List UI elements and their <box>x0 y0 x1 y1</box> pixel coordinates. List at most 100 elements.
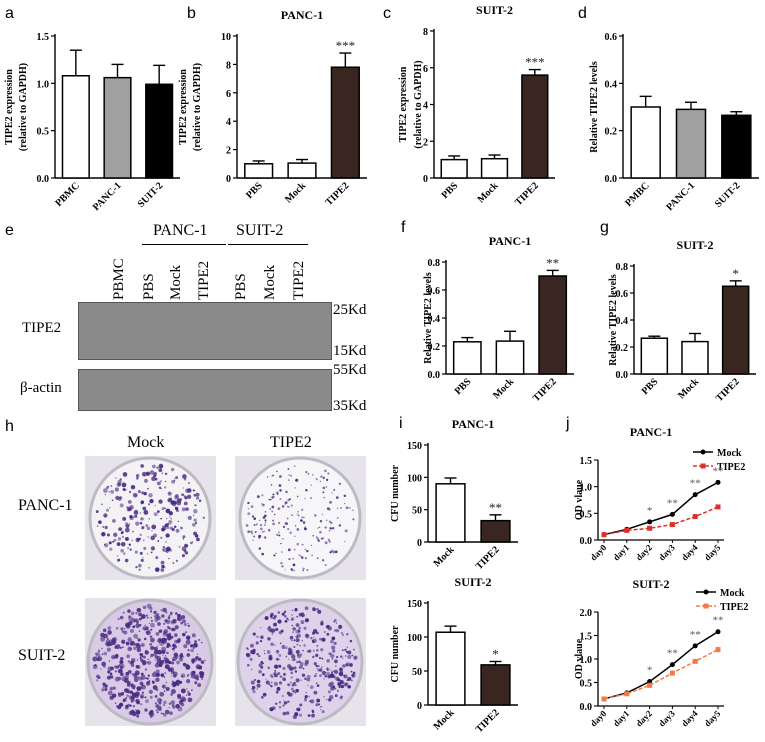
bar <box>721 285 750 375</box>
data-point <box>715 629 721 635</box>
y-tick-label: 150 <box>407 599 422 610</box>
x-tick-label: day4 <box>679 542 700 563</box>
legend-marker <box>703 589 709 595</box>
y-tick-label: 0.5 <box>580 679 593 690</box>
legend-label: Mock <box>717 448 742 459</box>
y-tick-label: 100 <box>407 473 422 484</box>
bar <box>721 114 752 179</box>
data-point <box>692 643 698 649</box>
blot-lane-label: TIPE2 <box>291 260 307 300</box>
significance-mark: ** <box>489 500 502 515</box>
data-point <box>692 658 698 664</box>
significance-mark: ** <box>690 629 701 641</box>
data-point <box>715 504 721 510</box>
y-tick-label: 0.5 <box>37 127 50 138</box>
data-point <box>669 670 675 676</box>
panel-title: SUIT-2 <box>476 3 513 17</box>
panel-title: PANC-1 <box>452 417 494 431</box>
panel-letter: g <box>600 219 609 236</box>
y-tick-label: 50 <box>412 506 422 517</box>
x-tick-label: SUIT-2 <box>713 180 743 210</box>
bar <box>452 341 482 375</box>
y-axis-label: TIPE2 expression <box>398 66 409 142</box>
panel-letter: j <box>565 415 570 432</box>
x-tick-label: Mock <box>476 180 501 205</box>
y-tick-label: 6 <box>226 89 231 100</box>
colony-plate-bg <box>85 456 216 580</box>
panel-letter: b <box>187 5 196 22</box>
data-point <box>669 522 675 528</box>
bar <box>145 83 174 179</box>
significance-mark: * <box>647 665 653 677</box>
y-tick-label: 0.0 <box>580 536 593 547</box>
panel-title: PANC-1 <box>630 425 672 439</box>
series-line <box>603 631 719 700</box>
x-tick-label: day4 <box>679 708 700 729</box>
x-tick-label: PANC-1 <box>664 180 697 213</box>
x-tick-label: day5 <box>702 542 723 563</box>
x-tick-label: PBMC <box>53 180 82 209</box>
data-point <box>669 662 675 668</box>
bar <box>440 158 468 179</box>
y-tick-label: 2 <box>226 146 231 157</box>
data-point <box>692 492 698 498</box>
series-line <box>603 481 719 536</box>
y-tick-label: 4 <box>226 117 231 128</box>
blot-lane-label: PBMC <box>111 258 127 300</box>
significance-mark: ** <box>667 497 678 509</box>
x-tick-label: PBS <box>453 376 474 397</box>
panel-e-letter: e <box>5 222 14 239</box>
x-tick-label: SUIT-2 <box>136 180 166 210</box>
x-tick-label: day5 <box>702 708 723 729</box>
x-tick-label: Mock <box>676 376 701 401</box>
y-tick-label: 50 <box>412 667 422 678</box>
blot-tipe2-membrane <box>78 302 332 360</box>
data-point <box>624 527 630 533</box>
bar <box>480 519 511 543</box>
data-point <box>715 479 721 485</box>
blot-lane-label: PBS <box>233 273 249 300</box>
blot-group-line-panc1 <box>142 244 226 245</box>
y-tick-label: 1.0 <box>37 79 50 90</box>
x-tick-label: TIPE2 <box>513 180 541 208</box>
panel-letter: c <box>383 5 391 22</box>
x-tick-label: TIPE2 <box>714 376 742 404</box>
blot-row-label-actin: β-actin <box>20 380 62 396</box>
bar <box>61 75 90 179</box>
panel-letter: i <box>399 415 403 432</box>
x-tick-label: TIPE2 <box>531 376 559 404</box>
y-tick-label: 1.0 <box>580 483 593 494</box>
x-tick-label: day3 <box>657 542 678 563</box>
x-tick-label: TIPE2 <box>474 707 502 735</box>
blot-group-line-suit2 <box>228 244 308 245</box>
y-tick-label: 0 <box>417 538 422 549</box>
bar <box>103 76 132 179</box>
y-tick-label: 6 <box>423 64 428 75</box>
bar <box>538 275 568 375</box>
x-tick-label: Mock <box>283 180 308 205</box>
y-tick-label: 1.5 <box>37 32 50 43</box>
y-tick-label: 0 <box>417 701 422 712</box>
bar <box>681 340 709 375</box>
blot-group-panc1: PANC-1 <box>153 222 208 239</box>
data-point <box>647 679 653 685</box>
y-axis-label: CFU number <box>390 464 401 522</box>
panel-letter: f <box>401 219 406 236</box>
blot-marker-35kd: 35Kd <box>333 398 367 414</box>
blot-lane-label: TIPE2 <box>196 260 212 300</box>
y-tick-label: 10 <box>221 32 231 43</box>
y-tick-label: 0.4 <box>428 314 441 325</box>
y-tick-label: 1.5 <box>580 632 593 643</box>
data-point <box>647 525 653 531</box>
y-tick-label: 0.6 <box>428 286 441 297</box>
significance-mark: *** <box>336 38 356 53</box>
significance-mark: ** <box>690 478 701 490</box>
y-tick-label: 1.5 <box>580 456 593 467</box>
y-tick-label: 4 <box>423 101 428 112</box>
x-tick-label: PBS <box>640 376 661 397</box>
series-line <box>603 506 719 536</box>
x-tick-label: day2 <box>634 708 655 729</box>
y-tick-label: 8 <box>423 27 428 38</box>
y-tick-label: 0.4 <box>605 79 618 90</box>
panel-title: PANC-1 <box>489 234 531 248</box>
